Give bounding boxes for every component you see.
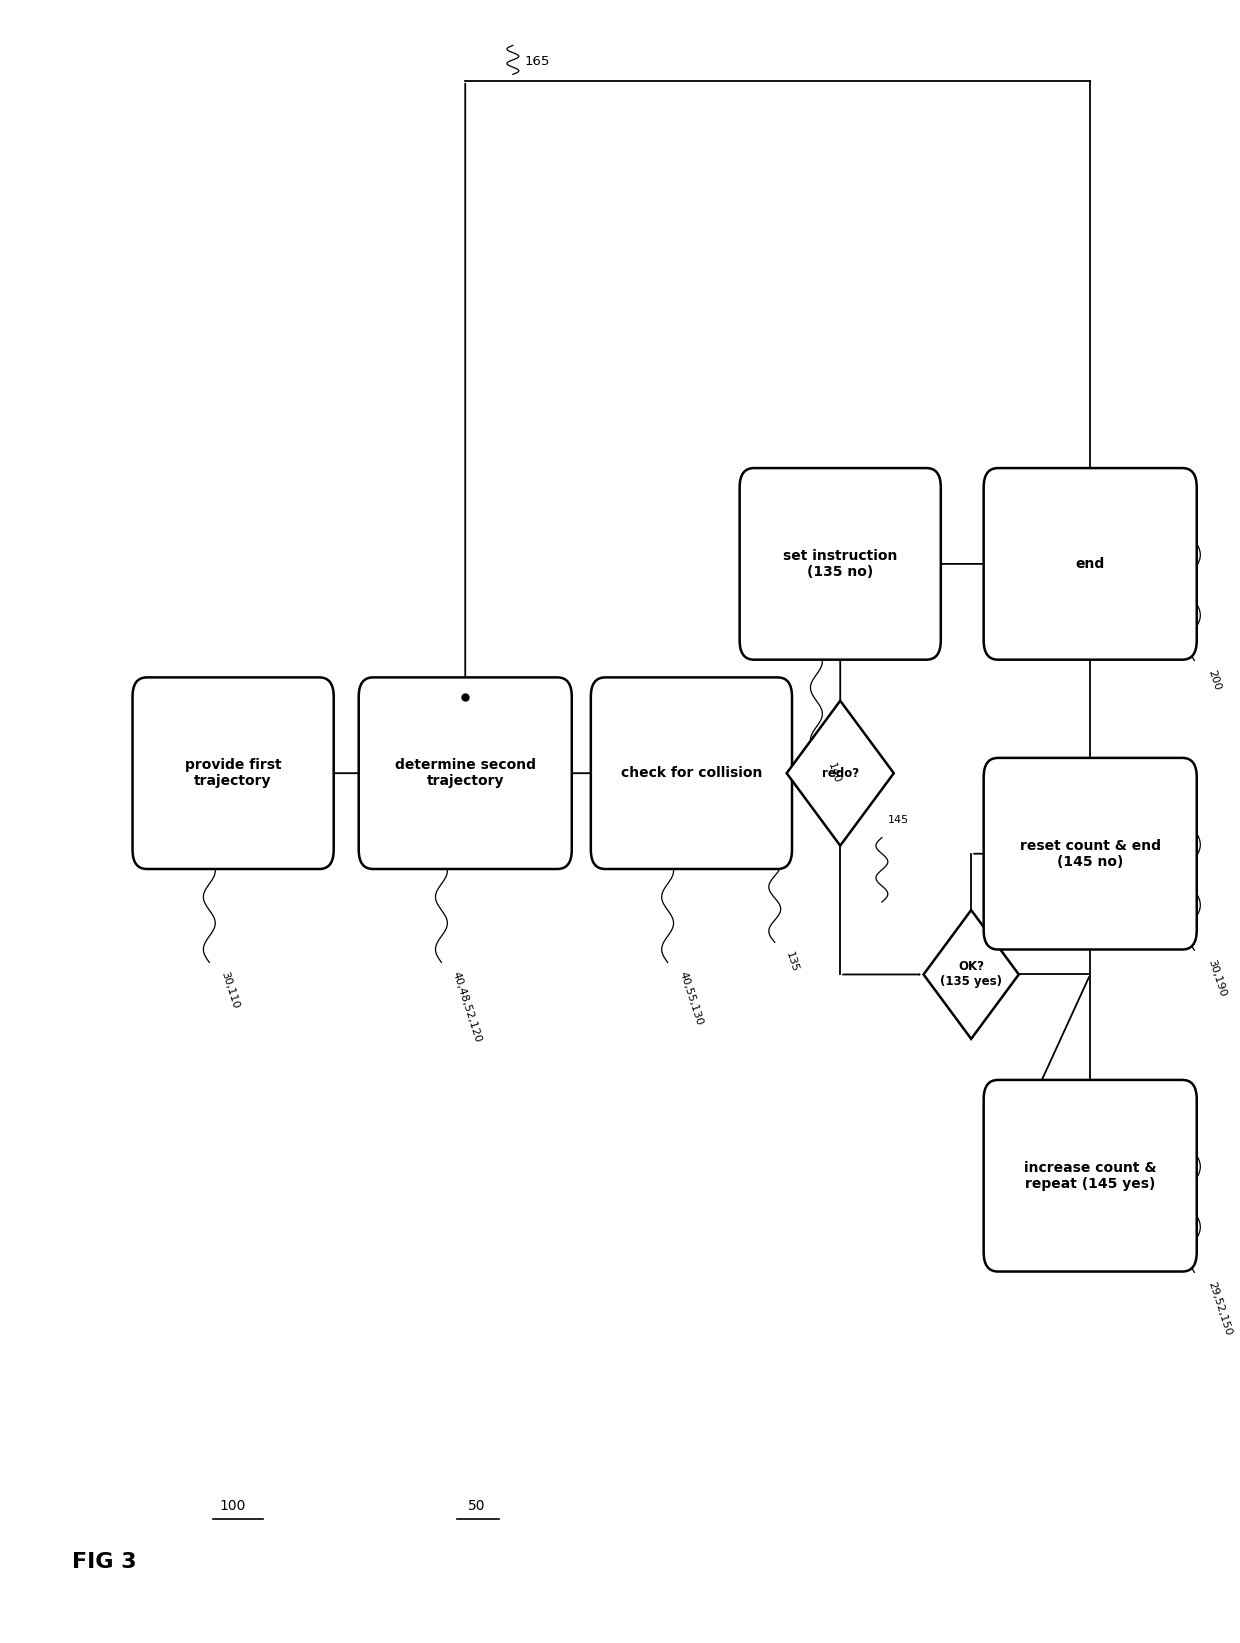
Text: 29,52,150: 29,52,150 <box>1207 1280 1234 1337</box>
Text: 135: 135 <box>784 950 800 973</box>
FancyBboxPatch shape <box>983 757 1197 950</box>
Text: 200: 200 <box>1207 669 1223 692</box>
Text: 140: 140 <box>826 761 842 784</box>
FancyBboxPatch shape <box>983 1079 1197 1272</box>
Text: 30,110: 30,110 <box>218 971 241 1010</box>
FancyBboxPatch shape <box>590 677 792 869</box>
Text: set instruction
(135 no): set instruction (135 no) <box>782 549 898 578</box>
Polygon shape <box>924 910 1019 1038</box>
Polygon shape <box>786 700 894 846</box>
Text: 100: 100 <box>219 1498 247 1513</box>
Text: 50: 50 <box>469 1498 486 1513</box>
Text: 165: 165 <box>525 54 551 67</box>
Text: 145: 145 <box>888 815 909 825</box>
FancyBboxPatch shape <box>133 677 334 869</box>
Text: check for collision: check for collision <box>621 766 763 780</box>
Text: redo?: redo? <box>822 767 859 780</box>
Text: reset count & end
(145 no): reset count & end (145 no) <box>1019 838 1161 869</box>
Text: 40,48,52,120: 40,48,52,120 <box>451 971 484 1043</box>
Text: OK?
(135 yes): OK? (135 yes) <box>940 961 1002 989</box>
Text: end: end <box>1075 557 1105 570</box>
FancyBboxPatch shape <box>358 677 572 869</box>
Text: FIG 3: FIG 3 <box>72 1553 138 1572</box>
Text: determine second
trajectory: determine second trajectory <box>394 757 536 789</box>
FancyBboxPatch shape <box>983 468 1197 660</box>
Text: 30,190: 30,190 <box>1207 958 1228 999</box>
Text: provide first
trajectory: provide first trajectory <box>185 757 281 789</box>
FancyBboxPatch shape <box>739 468 941 660</box>
Text: increase count &
repeat (145 yes): increase count & repeat (145 yes) <box>1024 1160 1157 1191</box>
Text: 40,55,130: 40,55,130 <box>677 971 704 1027</box>
